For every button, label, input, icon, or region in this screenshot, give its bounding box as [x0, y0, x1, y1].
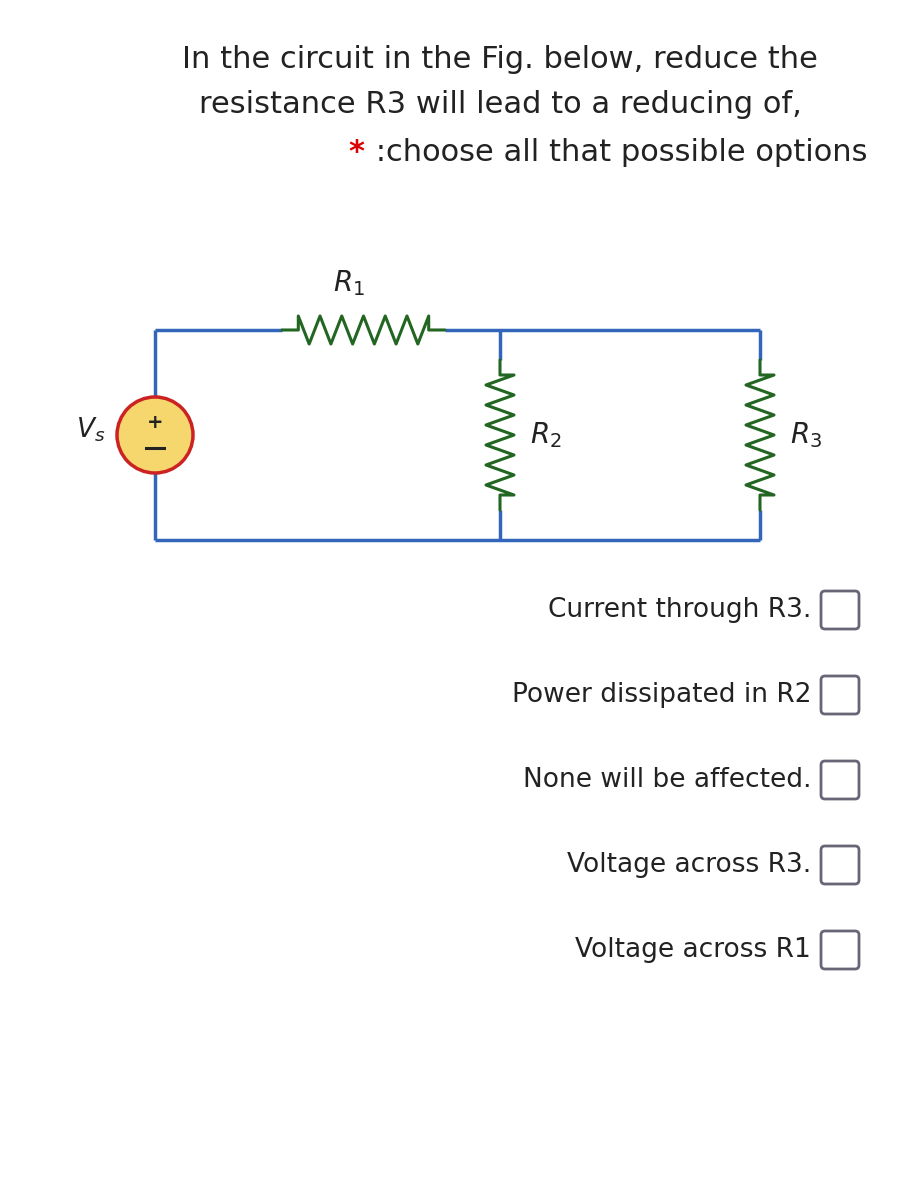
Text: Current through R3.: Current through R3.	[548, 596, 811, 623]
Text: :choose all that possible options: :choose all that possible options	[366, 138, 868, 167]
Text: None will be affected.: None will be affected.	[522, 767, 811, 793]
FancyBboxPatch shape	[821, 846, 859, 884]
FancyBboxPatch shape	[821, 761, 859, 799]
Text: +: +	[146, 413, 163, 432]
Text: resistance R3 will lead to a reducing of,: resistance R3 will lead to a reducing of…	[199, 90, 801, 119]
Text: Voltage across R1: Voltage across R1	[576, 937, 811, 962]
Text: Power dissipated in R2: Power dissipated in R2	[511, 682, 811, 708]
Circle shape	[117, 397, 193, 473]
Text: $R_2$: $R_2$	[530, 420, 562, 450]
Text: $R_1$: $R_1$	[332, 269, 365, 298]
Text: $V_s$: $V_s$	[76, 415, 105, 444]
FancyBboxPatch shape	[821, 590, 859, 629]
Text: In the circuit in the Fig. below, reduce the: In the circuit in the Fig. below, reduce…	[182, 44, 818, 74]
Text: Voltage across R3.: Voltage across R3.	[566, 852, 811, 878]
Text: *: *	[348, 138, 364, 167]
FancyBboxPatch shape	[821, 931, 859, 970]
Text: $R_3$: $R_3$	[790, 420, 822, 450]
FancyBboxPatch shape	[821, 676, 859, 714]
